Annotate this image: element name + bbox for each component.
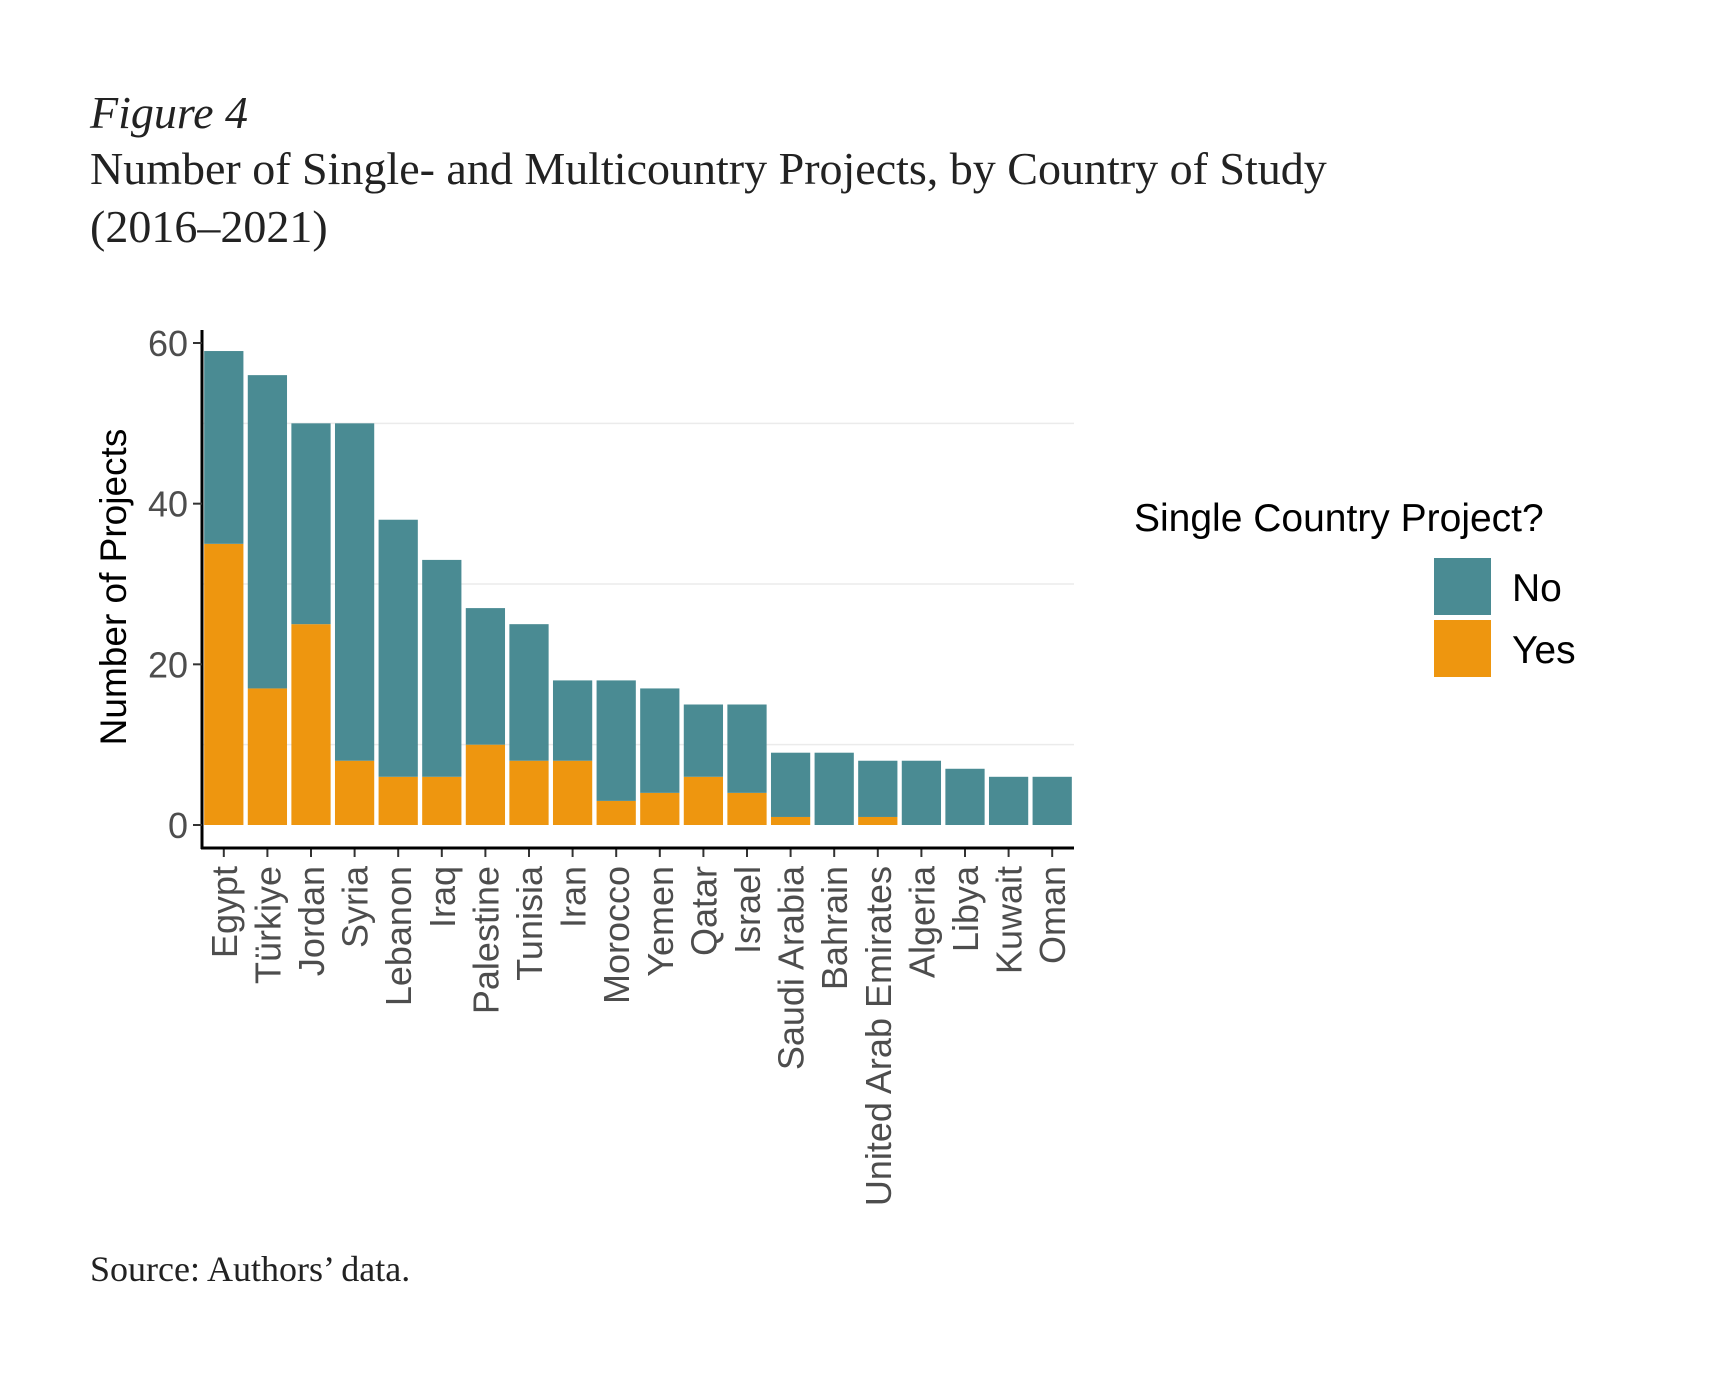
figure-title-line1: Number of Single- and Multicountry Proje…: [90, 143, 1327, 194]
bar-yes-yemen: [640, 792, 680, 825]
bar-no-morocco: [596, 680, 636, 801]
bar-yes-iraq: [422, 776, 462, 825]
y-axis-title: Number of Projects: [93, 429, 134, 746]
x-tick-label: Tunisia: [509, 865, 550, 981]
bar-no-syria: [334, 423, 375, 761]
x-tick-label: Morocco: [596, 866, 637, 1004]
x-tick-label: Türkiye: [247, 866, 288, 984]
x-tick-label: Oman: [1032, 866, 1073, 964]
bar-yes-palestine: [465, 744, 506, 825]
bar-no-tunisia: [509, 624, 549, 761]
x-tick-label: Israel: [727, 866, 768, 954]
bar-no-saudi-arabia: [770, 752, 811, 817]
bar-yes-qatar: [683, 776, 724, 825]
bar-no-jordan: [291, 423, 331, 625]
bar-no-türkiye: [247, 375, 288, 689]
figure-label: Figure 4: [90, 87, 248, 138]
bar-yes-egypt: [204, 543, 244, 825]
x-tick-label: Jordan: [291, 866, 332, 976]
legend-label-no: No: [1512, 567, 1562, 610]
bar-no-united-arab-emirates: [858, 760, 898, 817]
bar-no-lebanon: [378, 519, 418, 777]
figure-title-line2: (2016–2021): [90, 201, 328, 252]
source-note: Source: Authors’ data.: [90, 1249, 411, 1289]
bar-no-bahrain: [814, 752, 854, 825]
x-tick-label: Lebanon: [378, 866, 419, 1006]
legend-label-yes: Yes: [1512, 629, 1576, 672]
y-tick-label: 0: [168, 805, 188, 846]
x-tick-label: Syria: [335, 865, 376, 948]
x-tick-label: Yemen: [640, 866, 681, 977]
y-tick-label: 60: [148, 323, 188, 364]
x-tick-label: United Arab Emirates: [858, 866, 899, 1206]
x-tick-label: Saudi Arabia: [771, 865, 812, 1070]
legend: Single Country Project? No Yes: [1134, 497, 1576, 677]
y-tick-label: 40: [148, 484, 188, 525]
y-tick-label: 20: [148, 644, 188, 685]
x-tick-label: Egypt: [204, 866, 245, 958]
x-tick-label: Bahrain: [814, 866, 855, 990]
bar-yes-lebanon: [378, 776, 418, 825]
bar-yes-morocco: [596, 800, 636, 825]
figure-title: Number of Single- and Multicountry Proje…: [90, 140, 1650, 256]
legend-swatch-no: [1434, 558, 1491, 615]
axes: Egypt Türkiye Jordan Syria Lebanon Iraq Palest…: [148, 323, 1074, 1206]
bar-yes-saudi-arabia: [770, 816, 811, 825]
x-tick-label: Qatar: [683, 866, 724, 956]
bar-yes-jordan: [291, 624, 331, 825]
x-tick-label: Algeria: [901, 865, 942, 978]
bar-no-qatar: [683, 704, 724, 777]
bar-yes-iran: [552, 760, 593, 825]
x-tick-label: Iraq: [422, 866, 463, 928]
bar-no-egypt: [204, 351, 244, 544]
bar-yes-israel: [727, 792, 767, 825]
bar-yes-türkiye: [247, 688, 288, 825]
bar-no-yemen: [640, 688, 680, 793]
x-tick-label: Kuwait: [989, 866, 1030, 974]
x-tick-label: Palestine: [465, 866, 506, 1014]
bar-yes-syria: [334, 760, 375, 825]
bar-no-palestine: [465, 608, 506, 745]
bar-no-iran: [552, 680, 593, 761]
bar-no-israel: [727, 704, 767, 793]
x-tick-label: Iran: [553, 866, 594, 928]
bar-no-algeria: [901, 760, 942, 825]
bar-no-libya: [945, 768, 985, 825]
x-tick-label: Libya: [945, 865, 986, 952]
bar-no-iraq: [422, 559, 462, 777]
legend-swatch-yes: [1434, 620, 1491, 677]
legend-title: Single Country Project?: [1134, 497, 1544, 540]
grid-lines: [202, 422, 1074, 746]
bar-no-oman: [1032, 776, 1072, 825]
bar-yes-united-arab-emirates: [858, 816, 898, 825]
bar-no-kuwait: [988, 776, 1029, 825]
bar-yes-tunisia: [509, 760, 549, 825]
bars: [204, 351, 1072, 825]
